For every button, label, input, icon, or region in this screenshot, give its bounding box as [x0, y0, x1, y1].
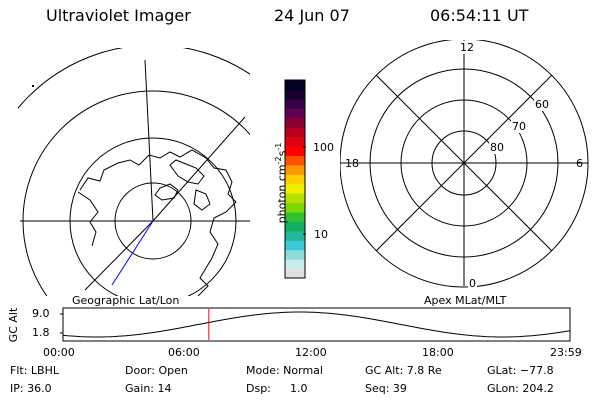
colorbar-swatch: [285, 183, 305, 194]
date-label: 24 Jun 07: [274, 6, 350, 25]
colorbar-swatch: [285, 249, 305, 260]
colorbar-swatch: [285, 136, 305, 147]
coastline: [79, 149, 237, 296]
colorbar-swatch: [285, 174, 305, 185]
time-tick-label: 06:00: [168, 346, 200, 359]
latitude-circle: [18, 48, 250, 109]
colorbar-swatch: [285, 117, 305, 128]
glon-status: GLon: 204.2: [487, 382, 554, 395]
mlt-line: [375, 74, 553, 252]
instrument-title: Ultraviolet Imager: [46, 6, 191, 25]
ip-status: IP: 36.0: [10, 382, 52, 395]
right-map-caption: Apex MLat/MLT: [424, 294, 507, 307]
gain-status: Gain: 14: [125, 382, 172, 395]
mlt-label-dusk: 18: [345, 157, 359, 170]
mlt-label-dawn: 6: [576, 157, 583, 170]
alt-axis-label: GC Alt: [7, 307, 20, 343]
colorbar-swatch: [285, 89, 305, 100]
data-point: [32, 85, 34, 87]
meridian-line: [152, 116, 246, 222]
magnetic-grid: [340, 40, 589, 288]
colorbar-swatch: [285, 268, 305, 279]
coastline: [193, 189, 211, 211]
filter-status: Flt: LBHL: [10, 364, 59, 377]
mlt-label-midnight: 0: [468, 277, 477, 290]
glat-status: GLat: −77.8: [487, 364, 554, 377]
colorbar-tick-label: 10: [314, 228, 328, 241]
colorbar-swatch: [285, 146, 305, 156]
mlat-label: 60: [534, 98, 550, 111]
coastline: [154, 183, 179, 201]
colorbar-unit-label: photon cm-2s-1: [274, 142, 289, 224]
altitude-panel: [60, 307, 571, 342]
door-status: Door: Open: [125, 364, 188, 377]
time-label: 06:54:11 UT: [430, 6, 529, 25]
satellite-ground-trace: [111, 220, 154, 286]
left-map-caption: Geographic Lat/Lon: [72, 294, 180, 307]
latitude-circle: [22, 90, 250, 296]
mlat-label: 80: [489, 141, 505, 154]
meridian-line: [144, 59, 154, 222]
colorbar-swatch: [285, 127, 305, 138]
colorbar-swatch: [285, 164, 305, 175]
time-tick-label: 23:59: [550, 346, 582, 359]
colorbar-swatch: [285, 240, 305, 251]
mlt-label-noon: 12: [459, 41, 475, 54]
colorbar-swatch: [285, 212, 305, 222]
altitude-frame: [62, 307, 571, 342]
altitude-curve: [62, 311, 571, 338]
coastline: [169, 159, 205, 185]
alt-tick-label: 9.0: [32, 307, 50, 320]
mlat-label: 70: [511, 120, 527, 133]
dsp-label: Dsp:: [246, 382, 271, 395]
time-tick-label: 00:00: [43, 346, 75, 359]
coastline: [77, 191, 99, 247]
gc-alt-status: GC Alt: 7.8 Re: [365, 364, 442, 377]
colorbar-swatch: [285, 259, 305, 270]
colorbar-swatch: [285, 230, 305, 241]
dsp-value: 1.0: [290, 382, 308, 395]
meridian-line: [84, 220, 154, 291]
seq-status: Seq: 39: [365, 382, 407, 395]
colorbar-swatch: [285, 193, 305, 204]
alt-tick-label: 1.8: [32, 326, 50, 339]
colorbar-swatch: [285, 155, 305, 166]
colorbar-tick-label: 100: [313, 141, 334, 154]
colorbar-swatch: [285, 98, 305, 109]
mode-status: Mode: Normal: [246, 364, 323, 377]
colorbar-swatch: [285, 221, 305, 232]
colorbar-swatch: [285, 108, 305, 119]
colorbar-swatch: [285, 80, 305, 90]
time-tick-label: 12:00: [295, 346, 327, 359]
geographic-map: [18, 48, 250, 296]
time-tick-label: 18:00: [422, 346, 454, 359]
color-scale-bar: [284, 79, 306, 279]
colorbar-swatch: [285, 202, 305, 213]
